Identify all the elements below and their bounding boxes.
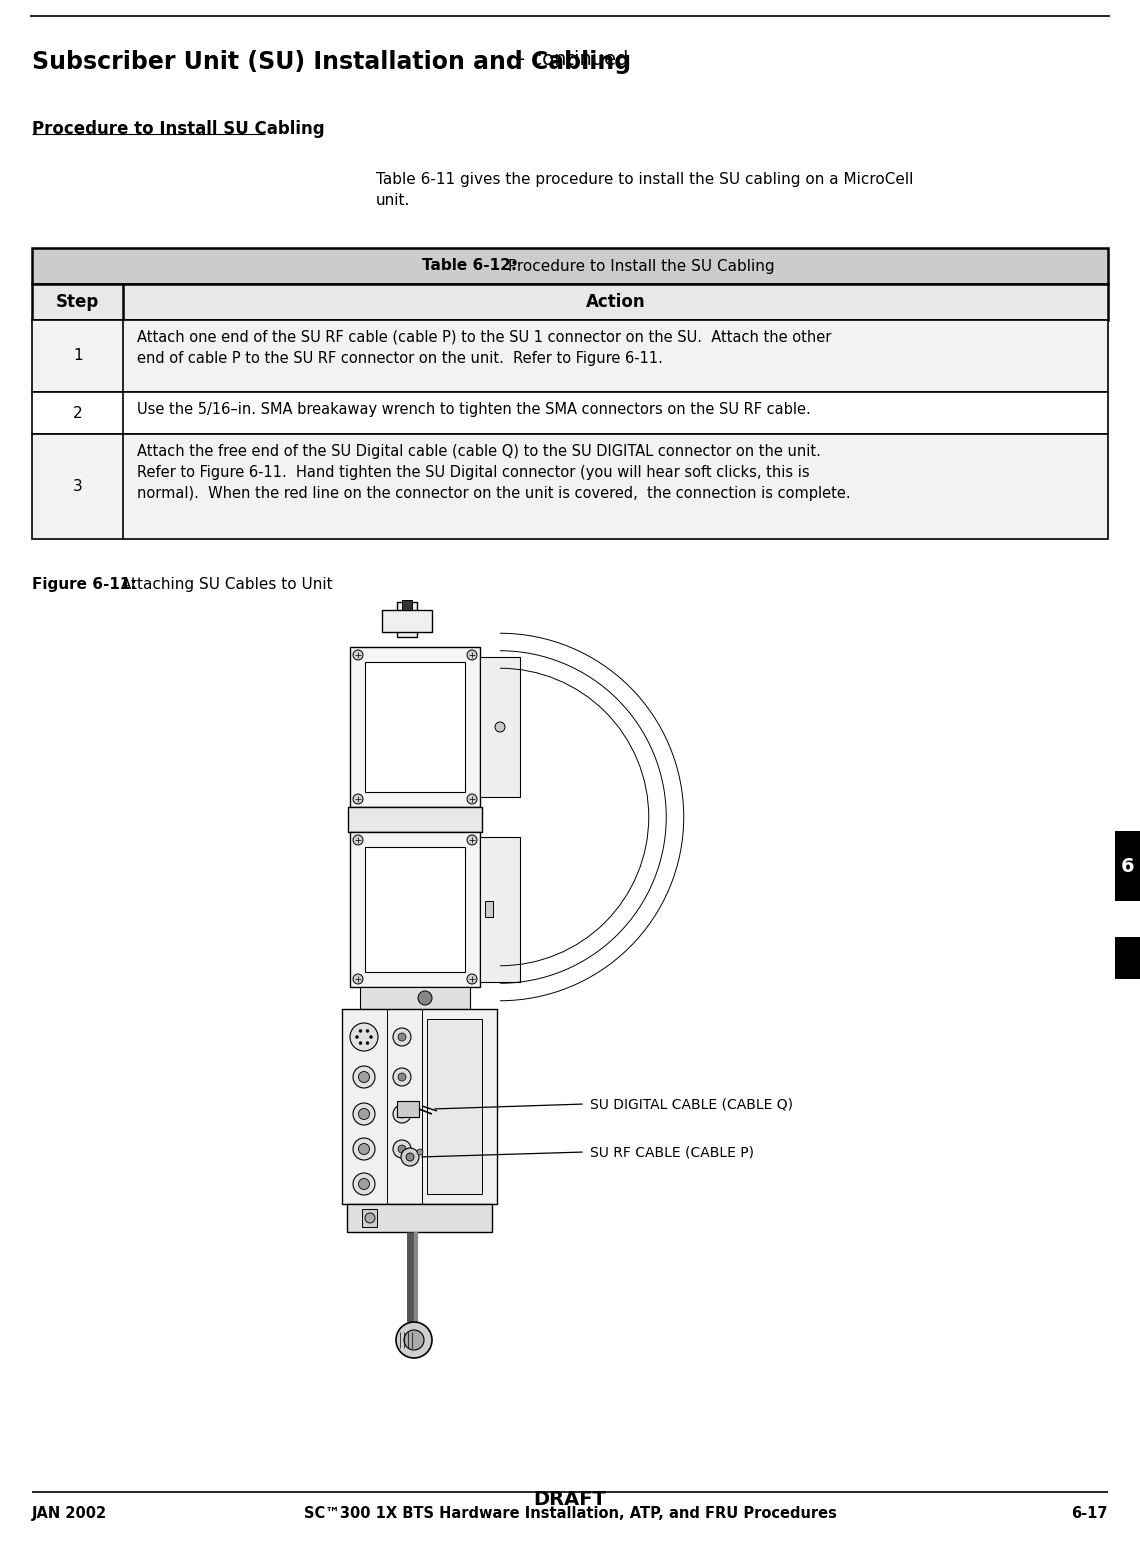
Circle shape	[365, 1214, 375, 1223]
Circle shape	[359, 1029, 363, 1032]
Bar	[32, 392, 1108, 434]
Text: Table 6-11 gives the procedure to install the SU cabling on a MicroCell
unit.: Table 6-11 gives the procedure to instal…	[376, 172, 913, 208]
Circle shape	[398, 1110, 406, 1117]
Bar	[348, 807, 482, 831]
Circle shape	[353, 1173, 375, 1195]
Circle shape	[398, 1072, 406, 1082]
Circle shape	[369, 1035, 373, 1038]
Circle shape	[358, 1144, 369, 1155]
Text: Procedure to Install the SU Cabling: Procedure to Install the SU Cabling	[504, 258, 775, 274]
Circle shape	[404, 1330, 424, 1350]
Circle shape	[467, 834, 477, 845]
Circle shape	[358, 1108, 369, 1119]
Text: SU RF CABLE (CABLE P): SU RF CABLE (CABLE P)	[591, 1145, 754, 1159]
Bar	[32, 249, 1108, 284]
Text: Attach one end of the SU RF cable (cable P) to the SU 1 connector on the SU.  At: Attach one end of the SU RF cable (cable…	[138, 329, 832, 367]
Text: Table 6-12:: Table 6-12:	[422, 258, 518, 274]
Text: Step: Step	[56, 294, 99, 311]
Text: 2: 2	[73, 406, 82, 421]
Text: 3: 3	[73, 479, 82, 494]
Circle shape	[396, 1322, 432, 1358]
Circle shape	[353, 794, 363, 803]
Text: Attach the free end of the SU Digital cable (cable Q) to the SU DIGITAL connecto: Attach the free end of the SU Digital ca…	[138, 444, 852, 500]
Bar	[350, 646, 480, 807]
Bar	[32, 320, 1108, 392]
Circle shape	[353, 1066, 375, 1088]
Text: SC™300 1X BTS Hardware Installation, ATP, and FRU Procedures: SC™300 1X BTS Hardware Installation, ATP…	[303, 1506, 837, 1521]
Circle shape	[393, 1105, 412, 1124]
Bar	[480, 657, 520, 797]
Circle shape	[495, 723, 505, 732]
Circle shape	[353, 1138, 375, 1159]
Text: Attaching SU Cables to Unit: Attaching SU Cables to Unit	[116, 577, 333, 592]
Circle shape	[356, 1035, 358, 1038]
Circle shape	[359, 1041, 363, 1044]
Text: Action: Action	[586, 294, 645, 311]
Bar	[397, 601, 417, 637]
Circle shape	[417, 1148, 423, 1155]
Circle shape	[350, 1023, 378, 1051]
Circle shape	[393, 1029, 412, 1046]
Bar	[1115, 937, 1140, 979]
Circle shape	[398, 1033, 406, 1041]
Circle shape	[406, 1153, 414, 1161]
Bar	[1115, 831, 1140, 901]
Bar	[32, 434, 1108, 539]
Circle shape	[353, 650, 363, 660]
Bar	[402, 600, 413, 611]
Circle shape	[393, 1141, 412, 1158]
Text: Subscriber Unit (SU) Installation and Cabling: Subscriber Unit (SU) Installation and Ca…	[32, 50, 632, 75]
Bar	[397, 1100, 420, 1117]
Circle shape	[366, 1029, 369, 1032]
Circle shape	[467, 794, 477, 803]
Text: 6-17: 6-17	[1072, 1506, 1108, 1521]
Bar	[32, 284, 1108, 320]
Circle shape	[418, 991, 432, 1005]
Text: DRAFT: DRAFT	[534, 1490, 606, 1509]
Bar	[382, 611, 432, 632]
Circle shape	[358, 1178, 369, 1189]
Bar	[347, 1204, 492, 1232]
Circle shape	[467, 974, 477, 984]
Circle shape	[401, 1148, 420, 1166]
Bar	[365, 662, 465, 793]
Bar	[363, 1209, 377, 1228]
Bar	[428, 1019, 482, 1193]
Circle shape	[467, 650, 477, 660]
Bar	[350, 831, 480, 987]
Circle shape	[353, 1103, 375, 1125]
Text: SU DIGITAL CABLE (CABLE Q): SU DIGITAL CABLE (CABLE Q)	[591, 1097, 793, 1111]
Bar	[484, 901, 492, 917]
Text: Use the 5/16–in. SMA breakaway wrench to tighten the SMA connectors on the SU RF: Use the 5/16–in. SMA breakaway wrench to…	[138, 402, 812, 416]
Circle shape	[393, 1068, 412, 1086]
Text: – continued: – continued	[508, 50, 628, 68]
Bar	[480, 838, 520, 982]
Bar	[365, 847, 465, 971]
Circle shape	[353, 974, 363, 984]
Circle shape	[398, 1145, 406, 1153]
Bar	[360, 987, 470, 1009]
Circle shape	[366, 1041, 369, 1044]
Text: 1: 1	[73, 348, 82, 364]
Text: JAN 2002: JAN 2002	[32, 1506, 107, 1521]
Circle shape	[353, 834, 363, 845]
Text: 6: 6	[1121, 856, 1134, 876]
Text: Figure 6-11:: Figure 6-11:	[32, 577, 137, 592]
Circle shape	[358, 1072, 369, 1083]
Text: Procedure to Install SU Cabling: Procedure to Install SU Cabling	[32, 120, 325, 138]
Bar	[342, 1009, 497, 1204]
